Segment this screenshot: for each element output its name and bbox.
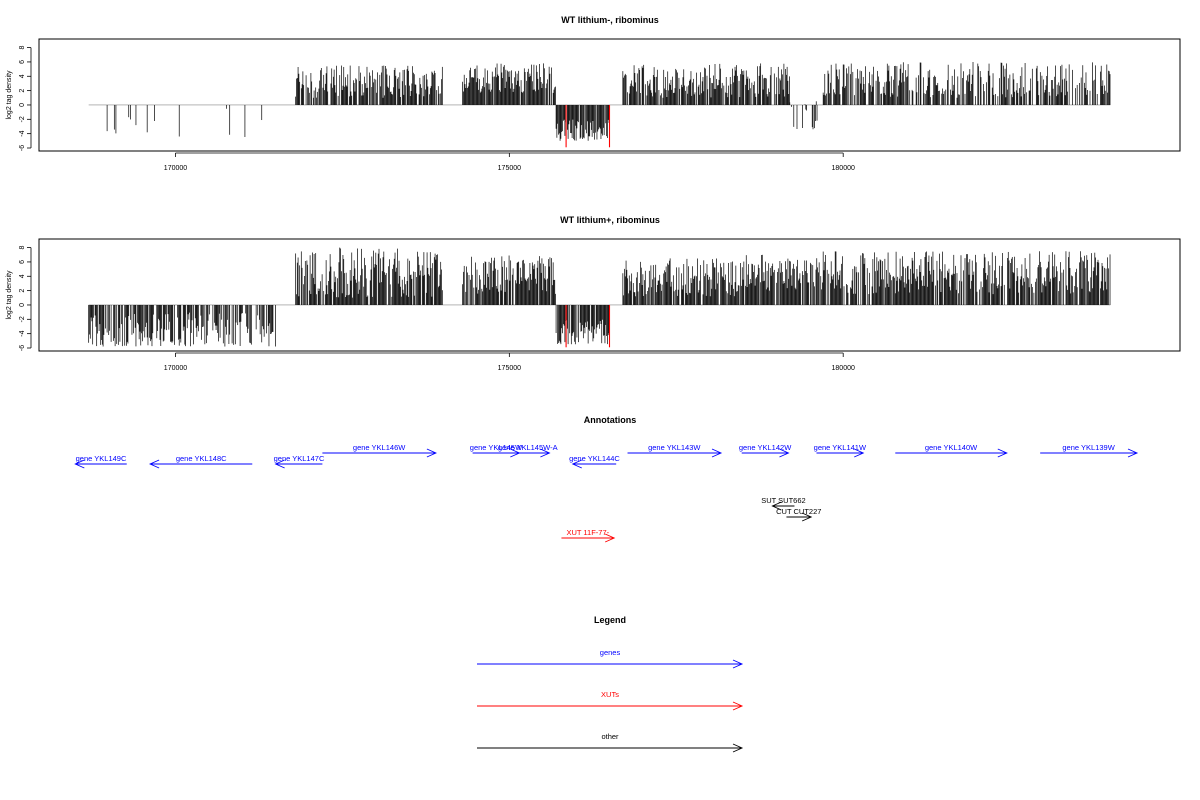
feature-label: gene YKL149C [76,454,127,463]
x-tick-label: 175000 [498,165,521,172]
y-tick-label: 0 [19,103,26,107]
feature-arrowhead [1127,448,1139,458]
annotation-feature[interactable]: gene YKL140W [895,443,1008,458]
legend-label: other [601,732,619,741]
y-tick-label: -2 [19,316,26,322]
feature-label: gene YKL142W [739,443,792,452]
feature-label: gene YKL141W [814,443,867,452]
feature-label: gene YKL144C [569,454,620,463]
legend-arrowhead [732,743,744,753]
y-tick-label: -4 [19,130,26,136]
feature-arrowhead [571,459,582,469]
legend-entry: genes [477,648,744,669]
feature-label: gene YKL145W-A [498,443,558,452]
x-tick-label: 180000 [832,365,855,372]
feature-arrowhead [148,459,160,469]
x-axis: 170000 175000 180000 [164,352,855,372]
annotation-feature[interactable]: gene YKL148C [148,454,253,469]
y-axis: -6 -4 -2 0 2 4 6 8 [19,246,32,351]
feature-label: SUT SUT662 [761,496,805,505]
track-title: WT lithium-, ribominus [561,15,659,25]
y-tick-label: -6 [19,345,26,351]
plot-frame [38,238,1181,352]
x-tick-label: 170000 [164,165,187,172]
annotation-feature[interactable]: gene YKL144C [569,454,620,469]
feature-label: gene YKL146W [353,443,406,452]
annotation-features: gene YKL149C gene YKL148C gene YKL147C gene… [74,443,1139,543]
feature-arrowhead [604,533,616,543]
feature-label: gene YKL145W [470,443,523,452]
annotation-feature[interactable]: CUT CUT227 [776,507,821,522]
annotation-feature[interactable]: SUT SUT662 [761,496,806,511]
y-tick-label: -2 [19,116,26,122]
legend-arrowhead [732,659,744,669]
y-tick-label: 6 [19,60,26,64]
annotations-panel: Annotations gene YKL149C gene YKL148C gene… [74,415,1139,543]
annotation-feature[interactable]: XUT 11F-77- [561,528,616,543]
plot-frame [38,38,1181,152]
x-tick-label: 175000 [498,365,521,372]
annotations-title: Annotations [584,415,637,425]
y-tick-label: 6 [19,260,26,264]
feature-arrowhead [711,448,723,458]
bar-series [106,62,1111,148]
track-panel-lithium-minus: WT lithium-, ribominus log2 tag density … [6,15,1181,172]
feature-arrowhead [771,501,782,511]
feature-arrowhead [779,448,790,458]
y-tick-label: 4 [19,274,26,278]
feature-label: gene YKL139W [1062,443,1115,452]
annotation-feature[interactable]: gene YKL145W-A [498,443,558,458]
annotation-feature[interactable]: gene YKL147C [274,454,325,469]
y-tick-label: 8 [19,246,26,250]
y-tick-label: 0 [19,303,26,307]
feature-label: gene YKL148C [176,454,227,463]
track-panel-lithium-plus: WT lithium+, ribominus log2 tag density … [6,215,1181,372]
annotation-feature[interactable]: gene YKL146W [322,443,438,458]
y-axis: -6 -4 -2 0 2 4 6 8 [19,46,32,151]
y-tick-label: 2 [19,89,26,93]
feature-arrowhead [540,448,551,458]
feature-arrowhead [274,459,285,469]
feature-label: gene YKL140W [925,443,978,452]
annotation-feature[interactable]: gene YKL139W [1040,443,1139,458]
y-axis-label: log2 tag density [6,270,13,320]
legend-panel: Legend genes XUTs other [477,615,744,753]
x-tick-label: 180000 [832,165,855,172]
feature-arrowhead [854,448,865,458]
annotation-feature[interactable]: gene YKL142W [739,443,792,458]
track-title: WT lithium+, ribominus [560,215,660,225]
annotation-feature[interactable]: gene YKL141W [814,443,867,458]
y-axis-label: log2 tag density [6,70,13,120]
feature-label: gene YKL147C [274,454,325,463]
legend-label: XUTs [601,690,619,699]
x-axis: 170000 175000 180000 [164,152,855,172]
feature-label: CUT CUT227 [776,507,821,516]
legend-entry: XUTs [477,690,744,711]
bar-series [88,247,1111,348]
legend-entry: other [477,732,744,753]
y-tick-label: 4 [19,74,26,78]
y-tick-label: -6 [19,145,26,151]
feature-arrowhead [426,448,438,458]
annotation-feature[interactable]: gene YKL143W [627,443,723,458]
feature-arrowhead [74,459,85,469]
feature-label: XUT 11F-77- [566,528,609,537]
x-tick-label: 170000 [164,365,187,372]
y-tick-label: -4 [19,330,26,336]
y-tick-label: 2 [19,289,26,293]
legend-label: genes [600,648,621,657]
feature-arrowhead [801,512,813,522]
legend-title: Legend [594,615,626,625]
feature-label: gene YKL143W [648,443,701,452]
legend-entries: genes XUTs other [477,648,744,753]
feature-arrowhead [997,448,1008,458]
legend-arrowhead [732,701,744,711]
y-tick-label: 8 [19,46,26,50]
annotation-feature[interactable]: gene YKL149C [74,454,127,469]
